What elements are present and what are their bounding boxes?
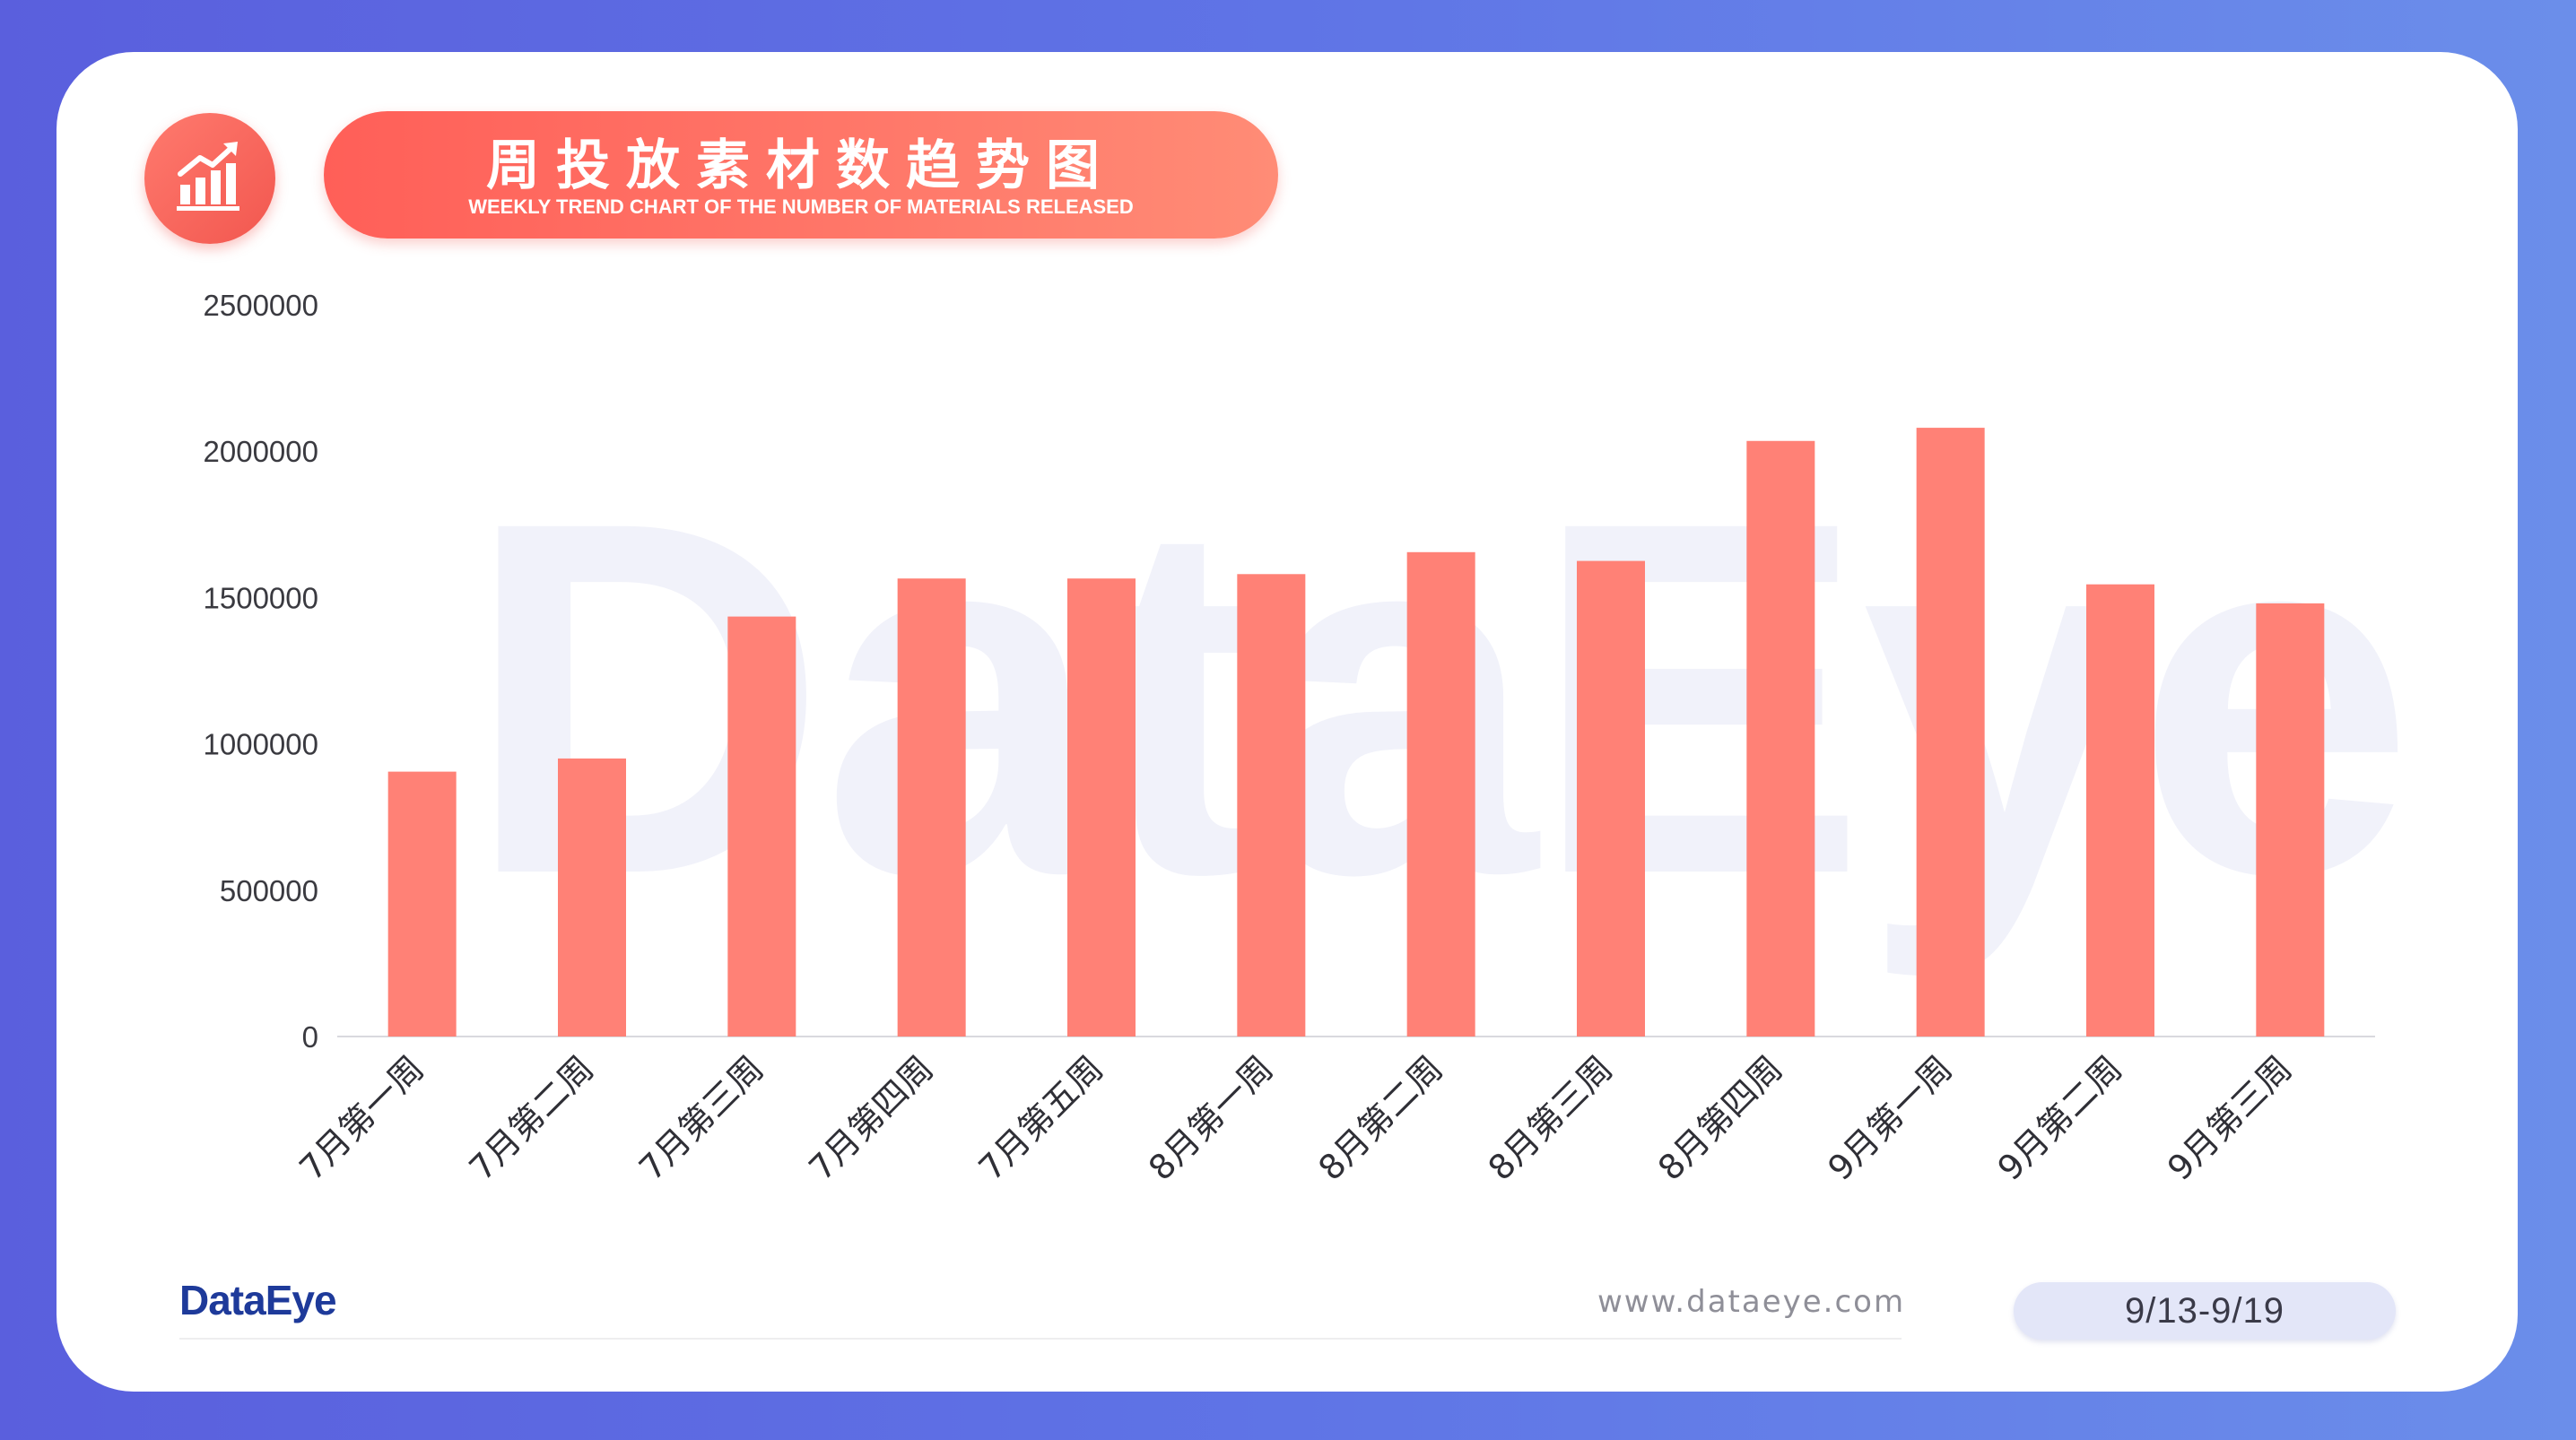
bar <box>558 758 626 1037</box>
bar <box>1067 578 1136 1037</box>
chart-title: 周投放素材数趋势图 <box>486 134 1116 197</box>
bar <box>727 616 796 1037</box>
x-tick-label: 8月第二周 <box>1310 1048 1450 1188</box>
bar-chart: 0 500000 1000000 1500000 2000000 2500000 7月第一周… <box>204 289 2375 1188</box>
bar <box>2256 603 2325 1037</box>
x-tick-label: 8月第三周 <box>1481 1048 1621 1188</box>
y-tick-label: 1000000 <box>204 728 318 761</box>
title-banner: 周投放素材数趋势图 WEEKLY TREND CHART OF THE NUMB… <box>324 111 1278 239</box>
footer-divider <box>179 1338 1902 1340</box>
y-tick-label: 1500000 <box>204 581 318 614</box>
bar <box>387 771 457 1037</box>
bar <box>2086 584 2154 1037</box>
chart-subtitle: WEEKLY TREND CHART OF THE NUMBER OF MATE… <box>468 195 1134 218</box>
y-tick-label: 2500000 <box>204 289 318 322</box>
x-tick-label: 9月第三周 <box>2160 1048 2300 1188</box>
bar <box>1916 428 1985 1037</box>
x-tick-label: 8月第一周 <box>1141 1048 1281 1188</box>
x-tick-label: 7月第三周 <box>631 1048 771 1188</box>
bar <box>1406 551 1475 1037</box>
bar <box>1237 574 1306 1037</box>
x-tick-label: 7月第二周 <box>462 1048 602 1188</box>
dataeye-logo: DataEye <box>179 1277 337 1323</box>
x-tick-label: 7月第五周 <box>971 1048 1111 1188</box>
website-url: www.dataeye.com <box>1597 1284 1906 1320</box>
bar <box>897 578 966 1037</box>
x-tick-label: 9月第二周 <box>1990 1048 2130 1188</box>
bar <box>1577 560 1645 1037</box>
x-tick-label: 8月第四周 <box>1650 1048 1790 1188</box>
y-tick-label: 500000 <box>220 874 318 907</box>
bar <box>1746 440 1815 1037</box>
x-tick-label: 7月第四周 <box>801 1048 941 1188</box>
x-tick-label: 7月第一周 <box>292 1048 431 1188</box>
date-range-badge: 9/13-9/19 <box>2014 1282 2396 1340</box>
y-tick-label: 0 <box>302 1020 318 1054</box>
bar-chart-trend-icon <box>144 113 275 244</box>
x-tick-label: 9月第一周 <box>1820 1048 1960 1188</box>
y-tick-label: 2000000 <box>204 435 318 468</box>
card: DataEye 0 500000 1000000 1500000 2000000 2500… <box>57 52 2518 1392</box>
